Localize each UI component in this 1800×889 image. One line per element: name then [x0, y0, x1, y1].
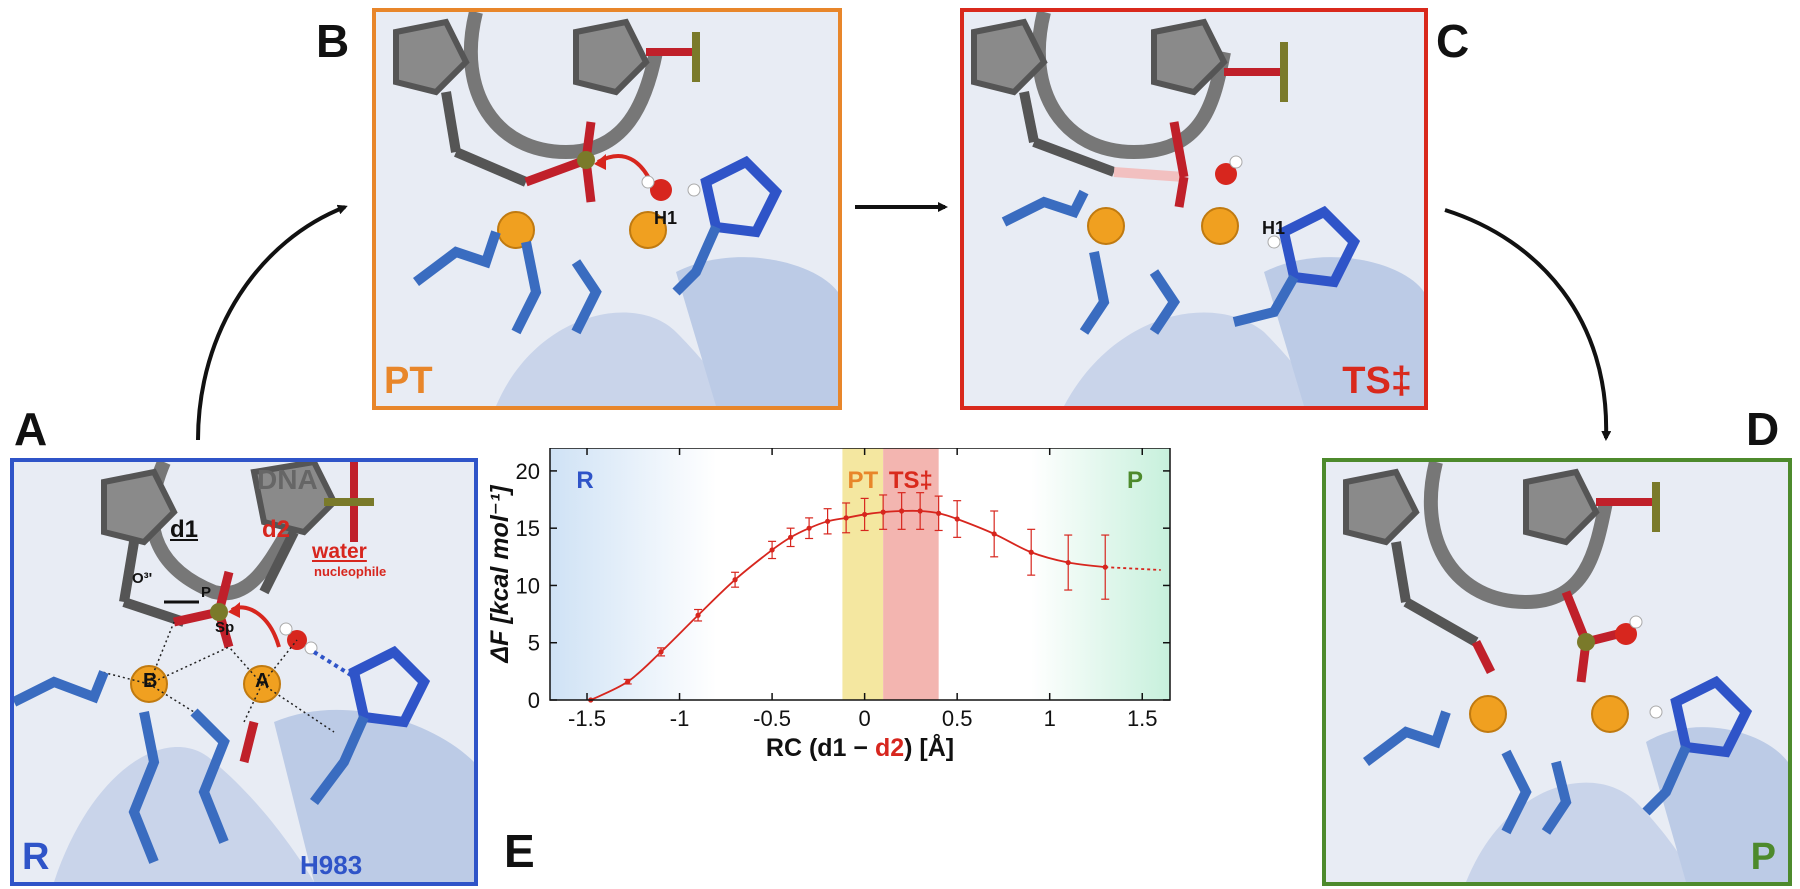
- panel-letter-a: A: [14, 403, 48, 455]
- chart-region-labels: R PT TS‡ P: [576, 467, 1143, 494]
- region-0: [550, 448, 717, 700]
- panel-letter-d: D: [1746, 403, 1780, 455]
- state-label-r: R: [22, 836, 50, 878]
- region-2: [883, 448, 939, 700]
- panel-b-structure: H1 PT: [372, 8, 842, 410]
- x-tick-label-4: 0.5: [942, 706, 973, 731]
- y-tick-label-0: 0: [528, 688, 540, 713]
- o3-label: O³': [132, 570, 153, 587]
- state-label-ts: TS‡: [1342, 360, 1412, 402]
- x-tick-label-5: 1: [1044, 706, 1056, 731]
- p-label: P: [201, 584, 212, 601]
- region-1: [842, 448, 884, 700]
- data-point-17: [1028, 549, 1034, 555]
- x-tick-label-0: -1.5: [568, 706, 606, 731]
- panel-letter-c: C: [1436, 15, 1470, 67]
- region-label-0: R: [576, 467, 593, 494]
- plot-frame: [549, 448, 1171, 701]
- x-axis-title-highlight: d2: [875, 734, 904, 762]
- h983-label: H983: [300, 850, 363, 880]
- x-tick-label-2: -0.5: [753, 706, 791, 731]
- sp-label: Sp: [215, 619, 235, 636]
- data-point-4: [732, 577, 738, 583]
- panel-d-structure: P: [1322, 458, 1792, 886]
- x-axis-title-suffix: ) [Å]: [904, 733, 954, 762]
- metal-a-label: A: [255, 670, 270, 692]
- data-point-3: [695, 612, 701, 618]
- y-tick-label-2: 10: [516, 573, 540, 598]
- panel-c-structure: H1 TS‡: [960, 8, 1428, 410]
- panel-b-molecule-image: [376, 12, 838, 406]
- data-point-13: [917, 508, 923, 514]
- h1-label-b: H1: [654, 208, 678, 228]
- water-label: water: [312, 540, 367, 563]
- panel-a-structure: DNA d1 d2 water nucleophile O³' P Sp B A…: [10, 458, 478, 886]
- free-energy-chart: -1.5 -1 -0.5 0 0.5 1 1.5 0 5 10 15 20 R PT TS‡ P RC (d…: [490, 448, 1171, 762]
- data-point-16: [991, 531, 997, 537]
- data-point-12: [899, 508, 905, 514]
- chart-regions: [550, 448, 1170, 700]
- nucleophile-label: nucleophile: [314, 564, 387, 579]
- state-label-p: P: [1750, 836, 1776, 878]
- panel-d-molecule-image: [1326, 462, 1788, 882]
- data-point-18: [1065, 559, 1071, 566]
- x-tick-label-6: 1.5: [1127, 706, 1158, 731]
- data-point-8: [825, 518, 831, 524]
- h1-label-c: H1: [1262, 218, 1286, 238]
- data-point-11: [880, 509, 886, 515]
- arrow-c-to-d: [1444, 208, 1612, 441]
- panel-letter-e: E: [504, 825, 535, 877]
- region-label-2: TS‡: [889, 467, 933, 494]
- x-axis-title-prefix: RC (d1 −: [766, 734, 875, 762]
- arrow-a-to-b: [196, 204, 348, 441]
- panel-letter-b: B: [316, 15, 350, 67]
- data-point-10: [862, 511, 868, 518]
- y-axis-title: ΔF [kcal mol⁻¹]: [490, 484, 514, 664]
- chart-ticks: -1.5 -1 -0.5 0 0.5 1 1.5 0 5 10 15 20: [516, 448, 1170, 731]
- panel-c-molecule-image: [964, 12, 1424, 406]
- x-axis-title: RC (d1 − d2) [Å]: [766, 733, 954, 762]
- y-tick-label-3: 15: [516, 516, 540, 541]
- y-tick-label-1: 5: [528, 631, 540, 656]
- data-point-14: [936, 510, 942, 516]
- state-label-pt: PT: [384, 360, 433, 402]
- data-point-9: [843, 515, 849, 521]
- region-label-1: PT: [847, 467, 878, 494]
- y-tick-label-4: 20: [516, 459, 540, 484]
- dna-label: DNA: [257, 464, 318, 495]
- metal-b-label: B: [143, 670, 158, 692]
- series-line-0: [590, 509, 1106, 701]
- chart-series: [588, 492, 1161, 703]
- data-point-1: [625, 679, 631, 685]
- d2-label: d2: [262, 516, 291, 543]
- panel-a-molecule-image: [14, 462, 474, 882]
- d1-label: d1: [170, 516, 199, 543]
- data-point-5: [769, 547, 775, 553]
- data-point-2: [658, 649, 664, 655]
- region-label-3: P: [1127, 467, 1143, 494]
- x-tick-label-1: -1: [670, 706, 690, 731]
- region-3: [1031, 448, 1170, 700]
- data-point-15: [954, 516, 960, 522]
- data-point-7: [806, 525, 812, 531]
- data-point-6: [787, 534, 794, 540]
- x-tick-label-3: 0: [859, 706, 871, 731]
